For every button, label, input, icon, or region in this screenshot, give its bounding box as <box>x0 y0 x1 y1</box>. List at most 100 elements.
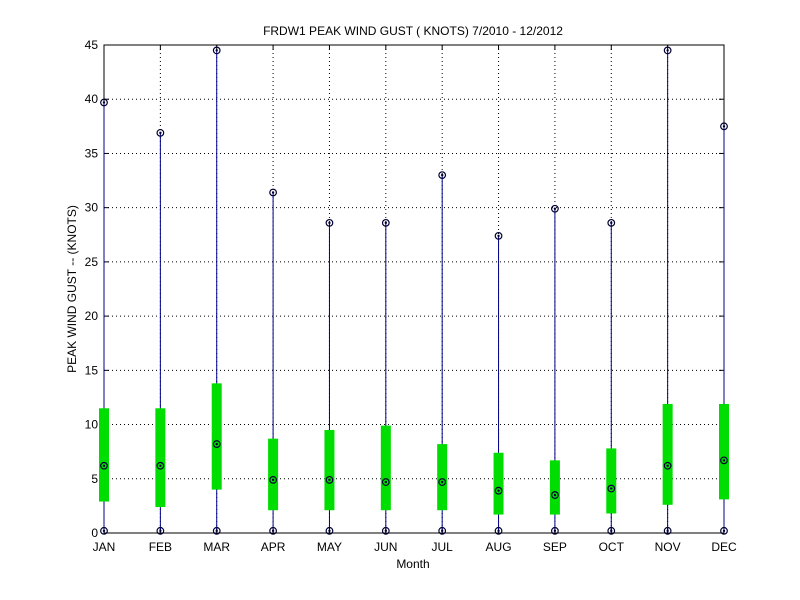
min-marker <box>607 526 616 535</box>
min-marker <box>551 526 559 535</box>
x-tick-label: JAN <box>93 540 116 554</box>
x-tick-label: SEP <box>543 540 567 554</box>
max-marker-dot <box>553 207 557 210</box>
y-tick-label: 20 <box>85 309 99 323</box>
x-tick-label: MAR <box>203 540 230 554</box>
max-marker <box>381 218 390 227</box>
median-marker-dot <box>271 478 275 482</box>
max-marker-dot <box>610 221 613 225</box>
median-marker-dot <box>666 464 669 467</box>
chart-title: FRDW1 PEAK WIND GUST ( KNOTS) 7/2010 - 1… <box>263 24 563 38</box>
min-marker <box>269 526 277 535</box>
max-marker-dot <box>271 191 275 194</box>
y-tick-label: 45 <box>85 38 99 52</box>
median-marker <box>100 461 108 470</box>
iqr-box <box>493 452 504 515</box>
median-marker <box>156 461 165 470</box>
max-marker <box>607 218 616 227</box>
min-marker <box>381 526 390 535</box>
x-tick-label: NOV <box>655 540 681 554</box>
y-tick-label: 25 <box>85 255 99 269</box>
max-marker <box>212 46 221 55</box>
x-axis-label: Month <box>396 557 429 571</box>
min-marker-dot <box>722 529 726 533</box>
min-marker <box>100 526 108 535</box>
iqr-box <box>437 444 448 511</box>
iqr-box <box>719 403 729 500</box>
max-marker <box>494 231 503 240</box>
median-marker-dot <box>610 487 613 490</box>
max-marker-dot <box>328 221 331 225</box>
median-marker <box>720 456 728 465</box>
min-marker-dot <box>497 529 500 533</box>
y-tick-label: 30 <box>85 201 99 215</box>
max-marker <box>551 204 559 213</box>
min-marker-dot <box>553 529 557 533</box>
max-marker-dot <box>102 101 106 104</box>
y-tick-label: 0 <box>91 526 98 540</box>
median-marker-dot <box>102 464 106 467</box>
x-tick-label: AUG <box>486 540 512 554</box>
iqr-box <box>99 408 109 502</box>
min-marker <box>212 526 221 535</box>
min-marker-dot <box>215 529 218 533</box>
x-tick-label: JUL <box>432 540 454 554</box>
iqr-box <box>662 403 673 505</box>
median-marker-dot <box>159 464 162 467</box>
iqr-box <box>155 408 166 507</box>
min-marker-dot <box>102 529 106 533</box>
x-tick-label: OCT <box>599 540 625 554</box>
y-axis-label: PEAK WIND GUST -- (KNOTS) <box>65 205 79 373</box>
median-marker <box>551 491 559 499</box>
y-tick-label: 5 <box>91 472 98 486</box>
iqr-box <box>268 438 279 511</box>
max-marker-dot <box>215 49 218 52</box>
median-marker <box>212 440 221 448</box>
x-tick-label: DEC <box>711 540 737 554</box>
max-marker-dot <box>384 221 388 225</box>
iqr-box <box>211 383 222 490</box>
x-tick-label: APR <box>261 540 286 554</box>
y-tick-label: 15 <box>85 363 99 377</box>
median-marker-dot <box>440 480 444 484</box>
median-marker-dot <box>553 493 557 497</box>
x-tick-label: MAY <box>317 540 342 554</box>
max-marker <box>325 218 334 227</box>
min-marker-dot <box>610 529 613 533</box>
min-marker <box>494 526 503 535</box>
max-marker-dot <box>666 49 669 52</box>
iqr-box <box>549 460 560 515</box>
median-marker-dot <box>328 478 331 482</box>
max-marker <box>269 188 277 197</box>
max-marker-dot <box>440 173 444 177</box>
min-marker <box>663 526 672 535</box>
x-tick-labels: JAN FEB MAR APR MAY JUN JUL AUG SEP OCT NOV DEC <box>93 540 737 554</box>
plot-area <box>99 44 729 535</box>
max-marker <box>100 98 108 107</box>
max-marker-dot <box>159 131 162 135</box>
y-tick-label: 40 <box>85 92 99 106</box>
iqr-box <box>380 425 391 511</box>
y-tick-label: 35 <box>85 146 99 160</box>
median-marker-dot <box>497 489 500 492</box>
min-marker-dot <box>384 529 388 533</box>
iqr-box <box>324 429 335 511</box>
median-marker <box>381 478 390 486</box>
box-plot-marks <box>99 46 729 535</box>
max-marker <box>438 171 447 180</box>
max-marker-dot <box>722 125 726 128</box>
min-marker-dot <box>159 529 162 533</box>
iqr-box <box>606 448 617 514</box>
min-marker-dot <box>328 529 331 533</box>
median-marker-dot <box>384 480 388 484</box>
min-marker <box>156 526 165 535</box>
median-marker <box>269 475 277 484</box>
min-marker <box>438 526 447 535</box>
min-marker-dot <box>271 529 275 533</box>
median-marker <box>663 461 672 470</box>
median-marker <box>438 478 447 486</box>
min-marker-dot <box>666 529 669 533</box>
y-tick-labels: 0 5 10 15 20 25 30 35 40 45 <box>85 38 99 540</box>
